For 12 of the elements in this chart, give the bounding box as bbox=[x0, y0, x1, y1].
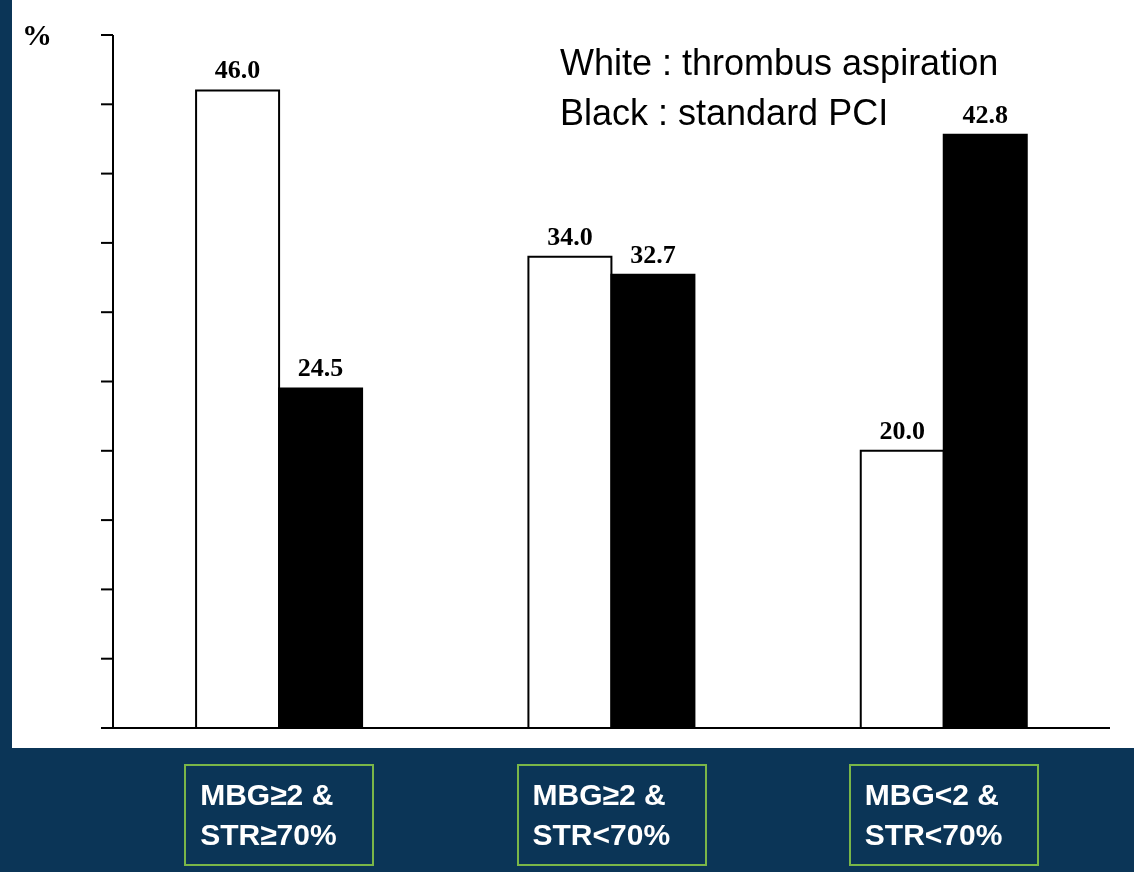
annotation: Black : standard PCI bbox=[560, 92, 889, 133]
x-tick-label: MBG≥2 & STR≥70% bbox=[200, 777, 338, 853]
data-label: 20.0 bbox=[879, 415, 925, 445]
data-label: 46.0 bbox=[214, 55, 261, 85]
data-label: 42.8 bbox=[962, 99, 1008, 129]
data-label: 34.0 bbox=[547, 221, 593, 251]
annotation: White : thrombus aspiration bbox=[560, 41, 999, 85]
data-label: 32.7 bbox=[630, 239, 676, 269]
x-tick-label: MBG≥2 & STR<70% bbox=[532, 777, 672, 853]
y-axis-title: % bbox=[22, 18, 52, 52]
x-tick-label: MBG<2 & STR<70% bbox=[864, 777, 1004, 853]
data-label: 24.5 bbox=[297, 353, 344, 383]
